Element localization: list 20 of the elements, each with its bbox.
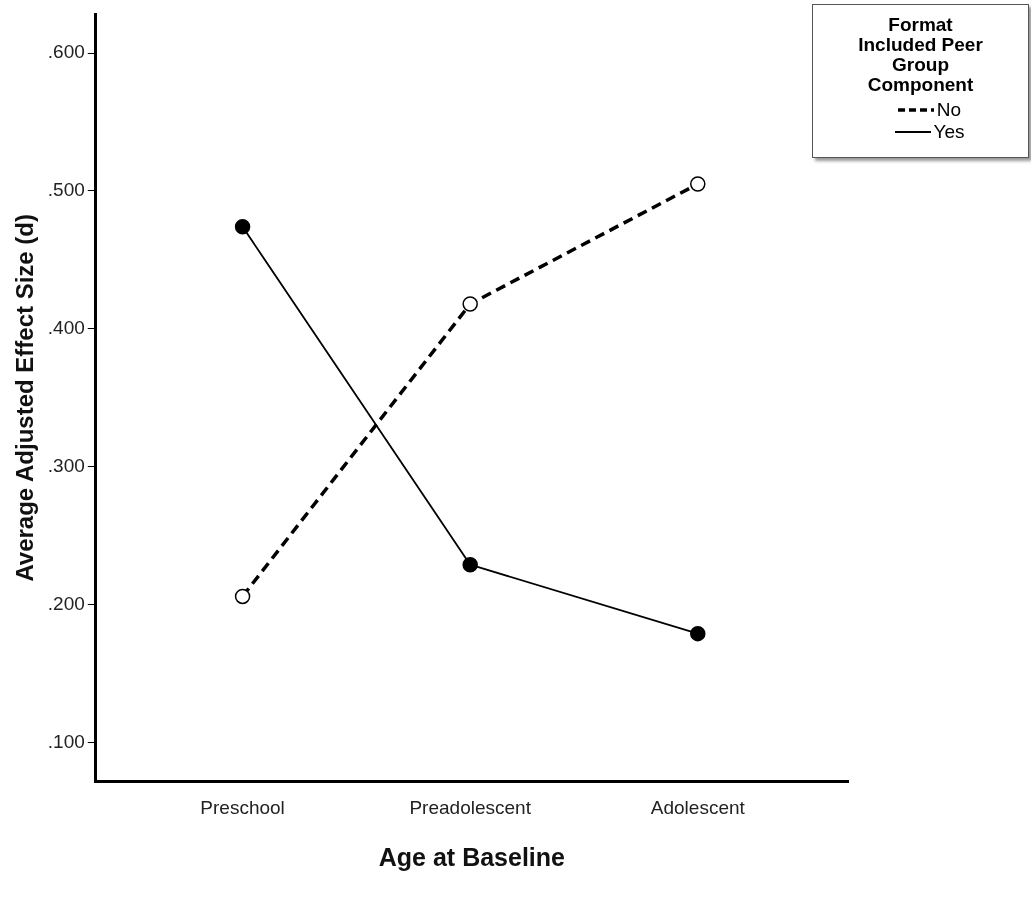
point (234, 588, 251, 605)
point (462, 556, 478, 573)
x-axis-title: Age at Baseline (378, 842, 566, 871)
point (234, 219, 251, 235)
y-tick-label: .100 (47, 730, 85, 752)
y-tick-label: .400 (47, 317, 85, 339)
legend-label: Yes (933, 121, 965, 143)
point (690, 176, 706, 192)
y-tick-label: .600 (47, 41, 85, 63)
point (690, 625, 706, 642)
y-tick-label: .500 (47, 179, 85, 201)
x-tick-label: Adolescent (650, 796, 746, 818)
y-axis-title: Average Adjusted Effect Size (d) (11, 213, 39, 582)
x-tick-label: Preschool (200, 796, 285, 818)
y-tick-label: .300 (47, 454, 85, 476)
y-tick-label: .200 (47, 592, 85, 614)
x-tick-label: Preadolescent (409, 796, 532, 818)
legend-title: Format Included Peer Group Component (857, 14, 984, 95)
legend-label: No (936, 99, 962, 121)
point (462, 296, 478, 312)
